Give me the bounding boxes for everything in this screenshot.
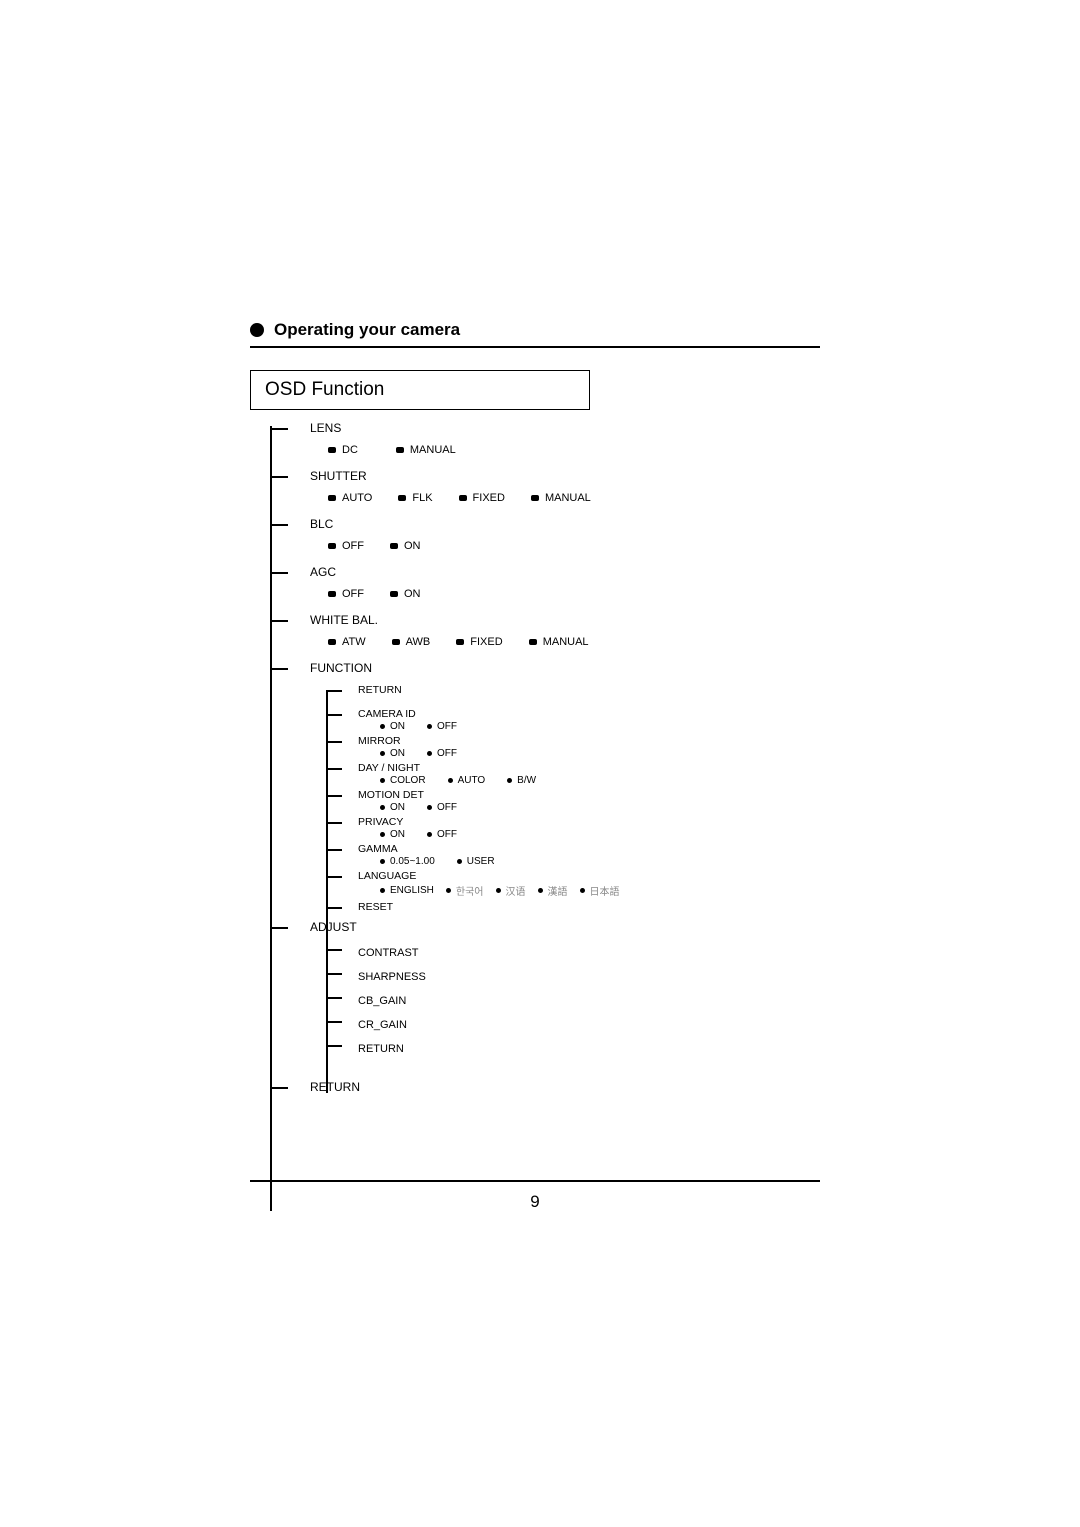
sub-privacy: PRIVACY ON OFF (344, 814, 820, 841)
opt-manual: MANUAL (396, 444, 456, 456)
label-agc: AGC (310, 562, 820, 582)
opt-chinese-traditional: 漢語 (538, 883, 568, 898)
sub-sharpness: SHARPNESS (344, 965, 820, 989)
branch-shutter: SHUTTER AUTO FLK FIXED MANUAL (290, 466, 820, 514)
opt-korean: 한국어 (446, 883, 484, 898)
sub-return: RETURN (344, 682, 820, 696)
branch-agc: AGC OFF ON (290, 562, 820, 610)
opt-on: ON (390, 588, 421, 600)
section-header: Operating your camera (250, 320, 820, 348)
opt-user: USER (457, 856, 495, 867)
label-whitebal: WHITE BAL. (310, 610, 820, 630)
footer-rule (250, 1180, 820, 1182)
label-return: RETURN (310, 1077, 820, 1097)
opt-off: OFF (328, 588, 364, 600)
opt-off: OFF (427, 721, 457, 732)
label-blc: BLC (310, 514, 820, 534)
sub-daynight: DAY / NIGHT COLOR AUTO B/W (344, 760, 820, 787)
opt-bw: B/W (507, 775, 536, 786)
sub-language: LANGUAGE ENGLISH 한국어 汉语 漢語 日本語 (344, 868, 820, 899)
branch-blc: BLC OFF ON (290, 514, 820, 562)
sub-crgain: CR_GAIN (344, 1013, 820, 1037)
opt-on: ON (390, 540, 421, 552)
opt-off: OFF (427, 829, 457, 840)
sub-reset: RESET (344, 899, 820, 913)
opt-range: 0.05~1.00 (380, 856, 435, 867)
section-title: Operating your camera (274, 320, 460, 340)
opt-on: ON (380, 748, 405, 759)
sub-motion: MOTION DET ON OFF (344, 787, 820, 814)
sub-mirror: MIRROR ON OFF (344, 733, 820, 760)
osd-title-box: OSD Function (250, 370, 590, 410)
opt-on: ON (380, 829, 405, 840)
opt-japanese: 日本語 (580, 883, 620, 898)
opt-off: OFF (427, 748, 457, 759)
opt-manual: MANUAL (529, 636, 589, 648)
opt-dc: DC (328, 444, 358, 456)
opt-on: ON (380, 802, 405, 813)
sub-contrast: CONTRAST (344, 941, 820, 965)
branch-lens: LENS DC MANUAL (290, 418, 820, 466)
label-shutter: SHUTTER (310, 466, 820, 486)
sub-gamma: GAMMA 0.05~1.00 USER (344, 841, 820, 868)
label-adjust: ADJUST (310, 917, 820, 937)
opt-english: ENGLISH (380, 883, 434, 898)
branch-adjust: ADJUST CONTRAST SHARPNESS CB_GAIN CR_GAI… (290, 917, 820, 1061)
menu-tree: LENS DC MANUAL SHUTTER AUTO FLK FIXED MA… (250, 418, 820, 1097)
opt-on: ON (380, 721, 405, 732)
opt-auto: AUTO (448, 775, 486, 786)
bullet-icon (250, 323, 264, 337)
opt-manual: MANUAL (531, 492, 591, 504)
opt-off: OFF (427, 802, 457, 813)
branch-function: FUNCTION RETURN CAMERA ID ON OFF MIRROR (290, 658, 820, 913)
tree-vline (270, 426, 272, 1211)
opt-fixed: FIXED (459, 492, 505, 504)
sub-cameraid: CAMERA ID ON OFF (344, 706, 820, 733)
opt-auto: AUTO (328, 492, 372, 504)
label-lens: LENS (310, 418, 820, 438)
branch-whitebal: WHITE BAL. ATW AWB FIXED MANUAL (290, 610, 820, 658)
osd-title: OSD Function (265, 379, 575, 401)
sub-return: RETURN (344, 1037, 820, 1061)
opt-flk: FLK (398, 492, 432, 504)
opt-fixed: FIXED (456, 636, 502, 648)
branch-return: RETURN (290, 1077, 820, 1097)
opt-awb: AWB (392, 636, 431, 648)
opt-off: OFF (328, 540, 364, 552)
label-function: FUNCTION (310, 658, 820, 678)
opt-chinese-simplified: 汉语 (496, 883, 526, 898)
opt-color: COLOR (380, 775, 426, 786)
sub-cbgain: CB_GAIN (344, 989, 820, 1013)
page-number: 9 (250, 1192, 820, 1212)
opt-atw: ATW (328, 636, 366, 648)
